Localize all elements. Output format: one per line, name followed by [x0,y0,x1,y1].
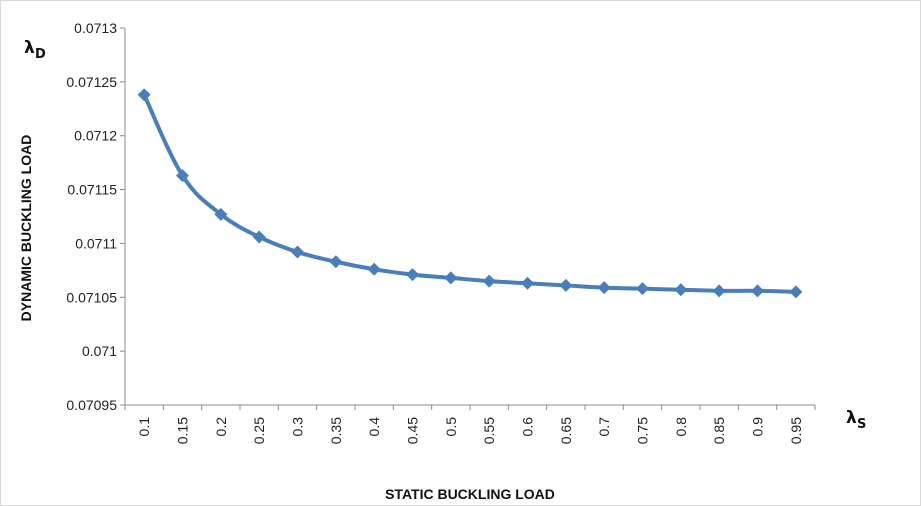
data-point [521,276,534,290]
x-tick-label: 0.35 [328,417,344,444]
x-tick-label: 0.9 [750,417,766,437]
data-point [712,284,726,298]
series-markers [137,88,803,299]
x-tick-label: 0.6 [520,417,536,437]
data-point [444,271,458,285]
y-tick-label: 0.071 [82,343,117,359]
y-axis-symbol: λ D [24,38,46,62]
x-symbol-sub: S [857,417,866,432]
data-point [291,245,304,259]
x-axis-title: STATIC BUCKLING LOAD [385,486,555,502]
data-point [751,284,764,298]
y-tick-label: 0.07125 [66,74,117,90]
x-tick-label: 0.45 [405,417,421,444]
x-tick-label: 0.3 [290,417,306,437]
x-axis-symbol: λ S [846,408,866,432]
x-tick-label: 0.4 [366,417,382,437]
x-tick-label: 0.85 [711,417,727,444]
y-tick-label: 0.0711 [75,235,117,251]
data-point [636,282,649,296]
data-point [214,207,228,221]
data-point [329,255,343,269]
x-tick-label: 0.7 [596,417,612,437]
x-tick-label: 0.15 [175,417,191,444]
y-tick-label: 0.07095 [66,397,117,413]
x-tick-label: 0.65 [558,417,574,444]
x-tick-label: 0.5 [443,417,459,437]
x-tick-label: 0.2 [213,417,229,437]
y-axis-title: DYNAMIC BUCKLING LOAD [18,135,34,322]
y-symbol-lambda: λ [24,38,35,58]
x-tick-label: 0.95 [788,417,804,444]
data-point [252,230,266,244]
y-tick-label: 0.07105 [66,289,117,305]
data-point [482,274,496,288]
y-axis-ticks: 0.07095 0.071 0.07105 0.0711 0.07115 0.0712 0.… [66,20,125,413]
y-tick-label: 0.07115 [67,182,117,198]
x-tick-label: 0.1 [136,417,152,437]
x-symbol-lambda: λ [846,408,857,428]
data-point [176,169,189,183]
y-tick-label: 0.0712 [74,128,117,144]
data-point [789,285,803,299]
data-point [674,283,688,297]
y-tick-label: 0.0713 [74,20,117,36]
x-tick-label: 0.55 [481,417,497,444]
x-axis-ticks: 0.1 0.15 0.2 0.25 0.3 0.35 0.4 0.45 0.5 0.55 0.6 0.… [124,405,816,444]
x-tick-label: 0.25 [251,417,267,444]
x-tick-label: 0.8 [673,417,689,437]
data-point [406,268,419,282]
data-point [559,278,573,292]
data-point [137,88,151,102]
data-point [367,262,381,276]
y-symbol-sub: D [35,47,46,62]
x-tick-label: 0.75 [635,417,651,444]
data-point [597,281,611,295]
